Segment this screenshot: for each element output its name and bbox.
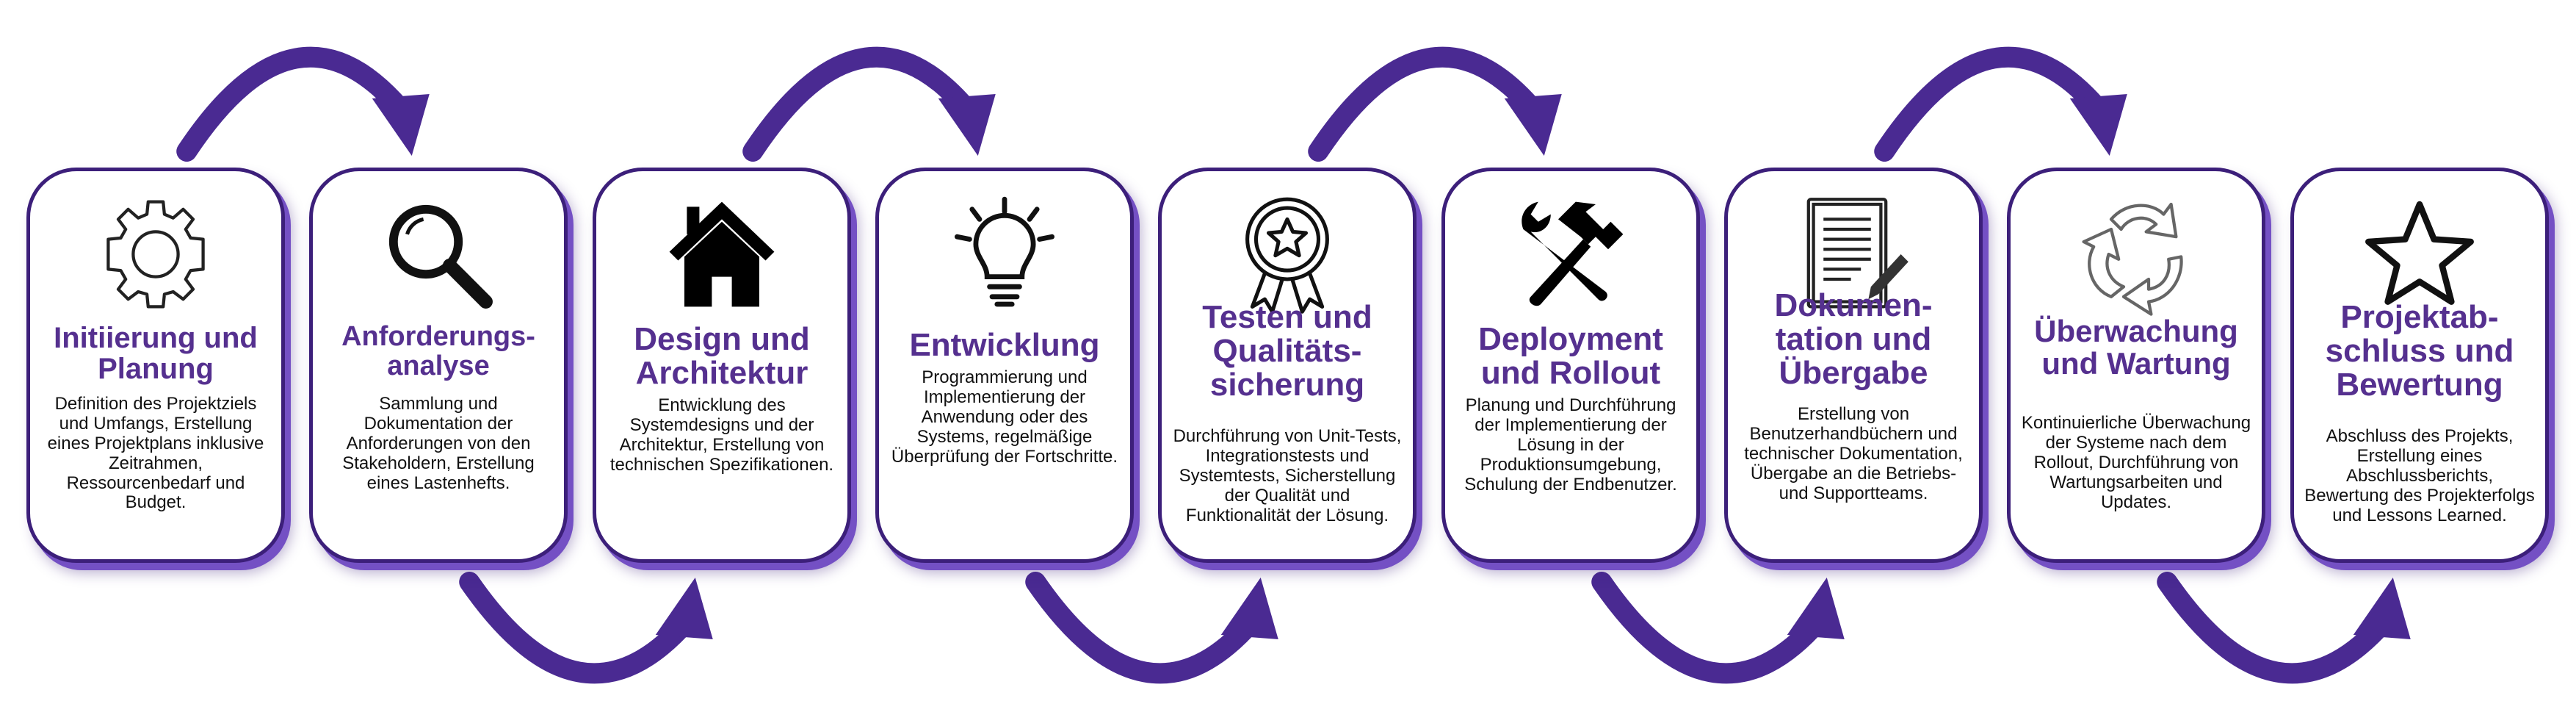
step-description: Kontinuierliche Überwachung der Systeme … xyxy=(2021,413,2251,512)
step-card-initiierung: Initiierung und Planung Definition des P… xyxy=(26,168,285,563)
lightbulb-icon xyxy=(879,192,1130,317)
gear-icon xyxy=(30,192,281,317)
step-description: Planung und Durchführung der Implementie… xyxy=(1464,395,1677,495)
arrow-bottom-2 xyxy=(459,572,713,684)
step-card-ueberwachung: Überwachung und Wartung Kontinuierliche … xyxy=(2007,168,2265,563)
step-description: Definition des Projektziels und Umfangs,… xyxy=(47,394,264,513)
star-icon xyxy=(2294,192,2545,317)
award-ribbon-icon xyxy=(1162,192,1413,317)
step-card-testen: Testen und Qualitäts-sicherung Durchführ… xyxy=(1158,168,1417,563)
arrow-top-5 xyxy=(1308,46,1562,162)
tools-icon xyxy=(1445,192,1696,317)
step-title: Deployment und Rollout xyxy=(1478,321,1663,392)
step-title: Projektab-schluss und Bewertung xyxy=(2325,299,2514,403)
step-title: Entwicklung xyxy=(909,327,1100,363)
arrow-bottom-4 xyxy=(1025,572,1278,684)
arrow-top-7 xyxy=(1874,46,2127,162)
step-card-anforderungsanalyse: Anforderungs-analyse Sammlung und Dokume… xyxy=(309,168,568,563)
step-description: Durchführung von Unit-Tests, Integration… xyxy=(1173,426,1402,525)
step-description: Erstellung von Benutzerhandbüchern und t… xyxy=(1744,404,1963,503)
step-description: Entwicklung des Systemdesigns und der Ar… xyxy=(609,395,834,475)
magnifier-icon xyxy=(313,192,564,317)
arrow-top-1 xyxy=(176,46,430,162)
step-title: Testen und Qualitäts-sicherung xyxy=(1202,299,1372,403)
step-description: Programmierung und Implementierung der A… xyxy=(891,367,1118,467)
step-title: Design und Architektur xyxy=(634,321,810,392)
step-card-projektabschluss: Projektab-schluss und Bewertung Abschlus… xyxy=(2290,168,2549,563)
step-title: Initiierung und Planung xyxy=(54,322,258,385)
step-description: Abschluss des Projekts, Erstellung eines… xyxy=(2304,426,2535,525)
arrow-top-3 xyxy=(742,46,996,162)
step-card-deployment: Deployment und Rollout Planung und Durch… xyxy=(1441,168,1700,563)
document-pen-icon xyxy=(1728,192,1979,317)
house-icon xyxy=(596,192,847,317)
step-description: Sammlung und Dokumentation der Anforderu… xyxy=(342,394,535,493)
arrow-bottom-8 xyxy=(2157,572,2411,684)
step-card-design: Design und Architektur Entwicklung des S… xyxy=(593,168,851,563)
step-card-entwicklung: Entwicklung Programmierung und Implement… xyxy=(875,168,1134,563)
step-title: Überwachung und Wartung xyxy=(2034,314,2238,381)
step-title: Anforderungs-analyse xyxy=(341,321,535,381)
arrow-bottom-6 xyxy=(1591,572,1845,684)
step-card-dokumentation: Dokumen-tation und Übergabe Erstellung v… xyxy=(1724,168,1983,563)
recycle-icon xyxy=(2011,192,2262,317)
step-title: Dokumen-tation und Übergabe xyxy=(1774,287,1933,392)
